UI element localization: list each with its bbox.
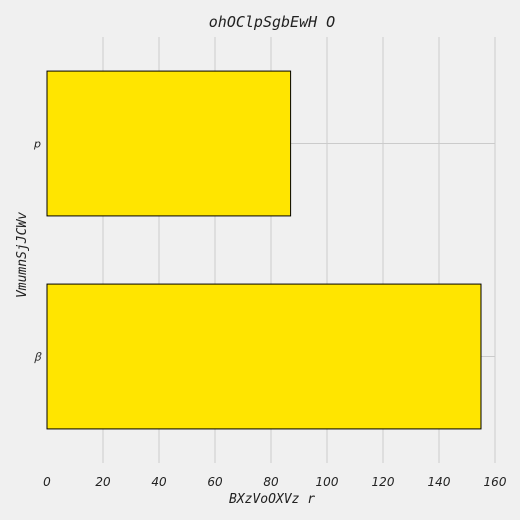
x-tick-label: 80 (263, 475, 279, 489)
x-tick-label: 40 (151, 475, 167, 489)
x-axis-label: BXzVoOXVz r (229, 492, 315, 507)
chart-title: ohOClpSgbEwH O (209, 13, 335, 31)
x-tick-label: 0 (43, 475, 51, 489)
bar-layer (46, 70, 482, 430)
bar-0 (46, 283, 482, 430)
x-tick-label: 20 (95, 475, 111, 489)
x-tick-label: 60 (207, 475, 223, 489)
x-tick-label: 160 (484, 475, 507, 489)
y-tick-label: ꞵ (34, 351, 42, 364)
tick-layer: 0 20 40 60 80 100 120 140 160 ꞵ p (33, 138, 507, 490)
x-tick-label: 100 (316, 475, 339, 489)
y-axis-label: VmumnSjJCWv (15, 212, 30, 298)
y-tick-label: p (33, 138, 41, 151)
bar-1 (46, 70, 292, 217)
x-tick-label: 120 (372, 475, 395, 489)
x-tick-label: 140 (428, 475, 451, 489)
